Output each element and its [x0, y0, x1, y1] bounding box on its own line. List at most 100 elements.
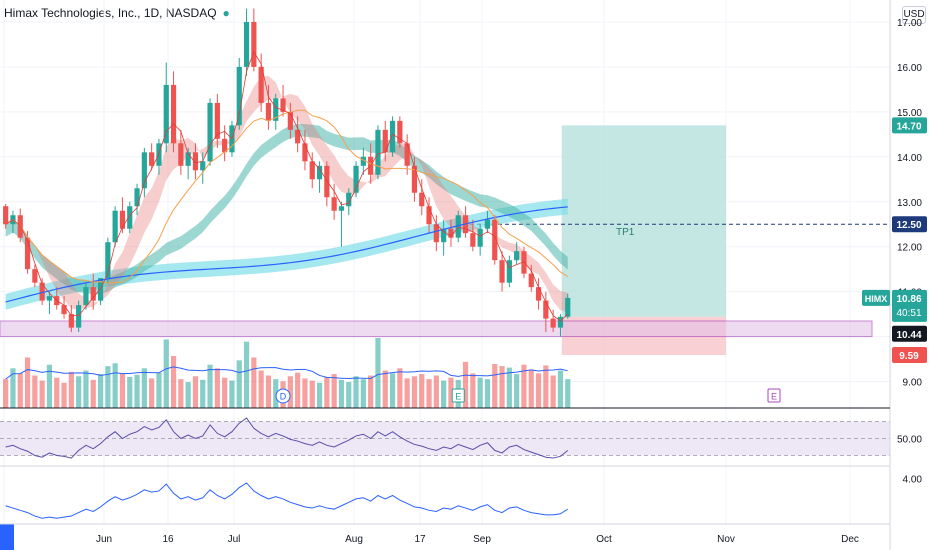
- volume-bar: [404, 378, 410, 408]
- volume-bar: [506, 367, 512, 408]
- volume-ma-line: [5, 366, 568, 380]
- volume-bar: [462, 361, 469, 408]
- candle-body: [360, 156, 366, 166]
- candle-body: [426, 206, 432, 225]
- volume-bar: [433, 375, 439, 408]
- volume-bar: [61, 382, 67, 408]
- candle-body: [287, 111, 293, 130]
- candle-body: [404, 143, 410, 166]
- volume-bar: [441, 380, 447, 408]
- volume-bar: [156, 372, 162, 408]
- candle-body: [316, 165, 323, 180]
- volume-bar: [397, 368, 403, 408]
- candle-body: [149, 152, 155, 166]
- time-tick-label: Jul: [228, 534, 241, 545]
- candle-body: [521, 251, 527, 274]
- volume-bar: [477, 377, 483, 408]
- rsi-line: [5, 417, 569, 459]
- candle-body: [565, 297, 571, 317]
- short-term-cloud: [5, 75, 568, 313]
- volume-bar: [521, 364, 527, 408]
- candle-body: [265, 102, 272, 121]
- stop-price-box: [892, 347, 927, 364]
- volume-bar: [163, 339, 169, 408]
- candle-body: [178, 143, 184, 166]
- candle-body: [68, 314, 74, 328]
- candle-body: [214, 102, 220, 139]
- time-tick-label: 16: [162, 534, 174, 545]
- volume-bar: [54, 377, 60, 408]
- volume-bar: [535, 373, 542, 408]
- event-marker-label: D: [280, 392, 287, 402]
- oscillator-tick-label: 4.00: [903, 474, 923, 485]
- candle-body: [280, 98, 286, 112]
- earnings-marker: [451, 388, 465, 403]
- candle-body: [448, 228, 454, 238]
- candle-body: [105, 242, 111, 279]
- candle-body: [192, 152, 199, 171]
- volume-bar: [105, 366, 111, 408]
- chart-title-text: Himax Technologies, Inc., 1D, NASDAQ: [4, 6, 217, 20]
- volume-bar: [346, 382, 352, 408]
- candle-body: [382, 129, 388, 153]
- volume-bar: [360, 379, 366, 408]
- volume-bar: [382, 370, 388, 408]
- oscillator-line: [5, 482, 569, 519]
- candle-body: [170, 84, 177, 144]
- time-tick-label: Oct: [596, 534, 612, 545]
- volume-bar: [492, 363, 498, 408]
- volume-bar: [24, 357, 31, 408]
- volume-bar: [550, 375, 556, 408]
- candle-body: [141, 152, 147, 189]
- volume-bar: [170, 356, 177, 408]
- volume-bar: [499, 366, 505, 408]
- price-tick-label: 17.00: [897, 18, 922, 29]
- candle-body: [389, 120, 396, 153]
- candle-body: [90, 287, 96, 301]
- volume-bar: [76, 376, 82, 408]
- volume-bar: [375, 338, 381, 408]
- ma-clouds: [5, 75, 568, 313]
- candle-body: [112, 210, 118, 243]
- time-tick-label: Dec: [841, 534, 859, 545]
- candle-body: [506, 260, 512, 283]
- time-tick-label: Aug: [345, 534, 363, 545]
- volume-bar: [557, 370, 564, 408]
- candle-body: [324, 165, 330, 198]
- candle-body: [207, 102, 213, 162]
- volume-bar: [528, 370, 534, 408]
- volume-bar: [448, 377, 454, 408]
- candle-body: [243, 21, 250, 67]
- volume-bar: [309, 380, 315, 408]
- volume-bar: [316, 382, 323, 408]
- chart-title: Himax Technologies, Inc., 1D, NASDAQ ●: [4, 6, 230, 20]
- candle-body: [295, 129, 301, 144]
- volume-bar: [287, 376, 293, 408]
- earnings-marker: [767, 388, 781, 403]
- volume-bar: [127, 376, 133, 408]
- target-price-box: [892, 117, 927, 134]
- candle-body: [441, 228, 447, 243]
- candle-body: [338, 206, 345, 211]
- tp-label: TP1: [616, 227, 635, 238]
- candle-body: [433, 224, 439, 243]
- volume-bar: [39, 380, 45, 408]
- candle-body: [353, 165, 359, 193]
- candles: [3, 8, 571, 337]
- indicator-lines: [5, 51, 569, 322]
- volume-bar: [17, 373, 23, 408]
- time-tick-label: Nov: [717, 534, 735, 545]
- volume-bar: [324, 376, 330, 408]
- currency-button[interactable]: USD: [902, 6, 926, 24]
- candle-body: [258, 66, 264, 103]
- candle-body: [46, 296, 53, 301]
- candle-body: [309, 161, 315, 180]
- volume-bar: [3, 379, 9, 408]
- volume-bar: [353, 376, 359, 408]
- volume-bar: [214, 368, 220, 408]
- candle-body: [419, 192, 425, 207]
- volume-bar: [236, 360, 242, 408]
